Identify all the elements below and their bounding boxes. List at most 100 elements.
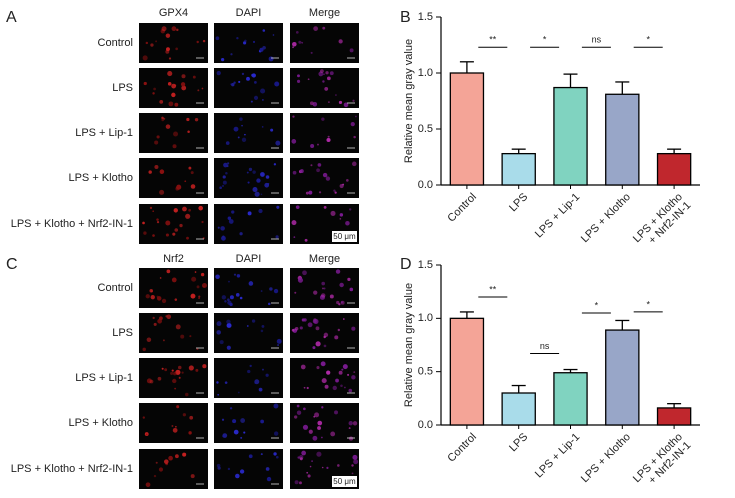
cell bbox=[224, 300, 227, 303]
cell bbox=[180, 82, 186, 87]
cell bbox=[225, 141, 230, 145]
cell bbox=[337, 328, 341, 332]
cell bbox=[247, 369, 251, 374]
cell bbox=[202, 39, 206, 43]
cell bbox=[219, 340, 224, 345]
cell bbox=[292, 46, 295, 49]
cell bbox=[145, 294, 150, 299]
cell bbox=[339, 282, 344, 288]
cell bbox=[142, 55, 148, 61]
cell bbox=[321, 281, 326, 286]
cell bbox=[318, 191, 322, 194]
cell bbox=[321, 293, 326, 298]
cell bbox=[166, 269, 171, 274]
cell bbox=[149, 379, 154, 384]
cell bbox=[251, 319, 256, 323]
cell bbox=[230, 83, 232, 86]
cell bbox=[261, 368, 264, 371]
cell bbox=[265, 175, 270, 179]
cell bbox=[165, 33, 171, 38]
cell bbox=[182, 413, 186, 417]
cell bbox=[253, 95, 259, 100]
cell bbox=[152, 316, 155, 320]
cell bbox=[157, 376, 162, 381]
cell bbox=[233, 273, 237, 276]
cell bbox=[275, 455, 279, 459]
cell bbox=[220, 226, 225, 231]
cell bbox=[165, 124, 171, 129]
channel-label: DAPI bbox=[236, 253, 262, 265]
row-label: LPS + Lip-1 bbox=[75, 127, 133, 139]
cell bbox=[299, 326, 303, 330]
row-label: Control bbox=[98, 282, 133, 294]
micrograph bbox=[139, 204, 208, 244]
y-tick-label: 0.5 bbox=[418, 366, 433, 378]
cell bbox=[180, 334, 185, 339]
cell bbox=[226, 319, 231, 325]
cell bbox=[159, 189, 165, 195]
cell bbox=[338, 39, 343, 44]
cell bbox=[156, 296, 162, 301]
cell bbox=[159, 277, 162, 279]
cell bbox=[296, 404, 300, 408]
cell bbox=[323, 73, 325, 75]
cell bbox=[291, 328, 295, 332]
cell bbox=[155, 461, 158, 464]
cell bbox=[301, 450, 307, 456]
cell bbox=[324, 87, 329, 91]
cell bbox=[298, 40, 302, 44]
cell bbox=[227, 467, 231, 471]
cell bbox=[145, 433, 148, 436]
scale-bar-label: 50 μm bbox=[333, 232, 356, 241]
cell bbox=[333, 189, 336, 192]
cell bbox=[346, 179, 349, 182]
cell bbox=[349, 287, 354, 292]
cell bbox=[198, 297, 201, 300]
cell bbox=[196, 40, 199, 44]
bar bbox=[501, 152, 536, 186]
cell bbox=[348, 421, 353, 426]
significance-label: ** bbox=[489, 35, 497, 45]
cell bbox=[296, 410, 302, 415]
y-tick-label: 1.0 bbox=[418, 312, 433, 324]
cell bbox=[175, 369, 181, 375]
cell bbox=[342, 318, 345, 320]
cell bbox=[316, 451, 322, 457]
cell bbox=[233, 81, 236, 84]
cell bbox=[334, 410, 339, 415]
cell bbox=[260, 453, 263, 456]
cell bbox=[231, 210, 235, 214]
cell bbox=[185, 392, 189, 397]
bar bbox=[605, 329, 640, 426]
cell bbox=[168, 101, 174, 107]
micrograph bbox=[139, 449, 208, 489]
cell bbox=[328, 101, 330, 103]
cell bbox=[277, 344, 279, 346]
cell bbox=[301, 41, 304, 44]
cell bbox=[241, 72, 245, 76]
cell bbox=[337, 464, 340, 467]
cell bbox=[229, 302, 233, 307]
cell bbox=[161, 118, 165, 122]
cell bbox=[352, 99, 355, 102]
cell bbox=[175, 454, 179, 459]
cell bbox=[244, 39, 247, 43]
bar bbox=[656, 407, 692, 426]
cell bbox=[152, 234, 155, 237]
cell bbox=[167, 71, 173, 77]
cell bbox=[165, 315, 168, 318]
cell bbox=[351, 472, 354, 475]
cell bbox=[224, 381, 228, 384]
cell bbox=[322, 172, 328, 178]
cell bbox=[171, 277, 177, 283]
cell bbox=[156, 221, 160, 224]
cell bbox=[246, 76, 250, 81]
cell bbox=[226, 322, 232, 328]
cell bbox=[252, 40, 256, 43]
cell bbox=[190, 474, 195, 479]
cell bbox=[152, 92, 155, 95]
cell bbox=[355, 115, 357, 118]
cell bbox=[217, 393, 220, 396]
cell bbox=[166, 47, 170, 52]
cell bbox=[230, 53, 233, 56]
